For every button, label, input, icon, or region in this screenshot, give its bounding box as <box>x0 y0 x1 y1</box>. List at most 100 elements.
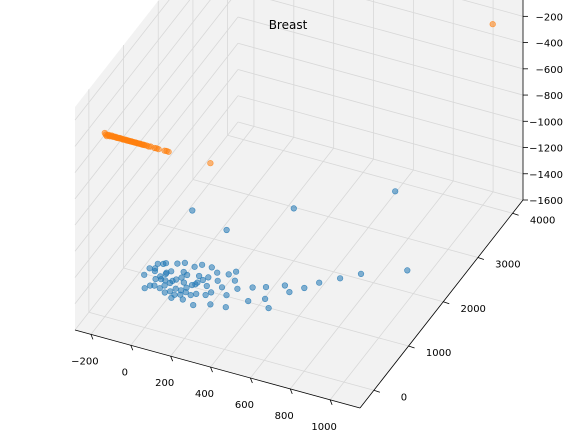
data-point-series-1 <box>225 271 232 278</box>
grid-line-y-floor <box>158 223 444 303</box>
data-point-series-1 <box>203 282 210 290</box>
data-point-series-2 <box>165 148 172 155</box>
data-point-series-1 <box>146 265 153 272</box>
x-tick <box>289 388 293 395</box>
data-point-series-1 <box>337 275 344 282</box>
data-point-series-1 <box>161 282 168 289</box>
data-point-series-1 <box>392 188 399 195</box>
data-point-series-1 <box>183 284 190 291</box>
data-point-series-1 <box>231 277 238 284</box>
x-tick <box>130 345 134 351</box>
data-point-series-1 <box>184 271 191 279</box>
data-point-series-1 <box>171 291 178 298</box>
axis-lines <box>74 0 524 409</box>
floor-pane <box>75 122 523 408</box>
grid-line-x-floor <box>250 169 414 379</box>
data-point-series-1 <box>154 260 161 267</box>
z-tick-label: −400 <box>536 39 563 50</box>
y-tick-label: 4000 <box>530 215 555 226</box>
data-point-series-1 <box>286 289 293 296</box>
y-tick <box>408 345 415 349</box>
data-point-series-1 <box>141 285 148 292</box>
y-tick-label: 2000 <box>460 304 485 315</box>
grid-line-z-side <box>74 0 211 173</box>
x-tick <box>250 377 253 384</box>
data-point-series-1 <box>190 302 197 309</box>
data-point-series-1 <box>223 292 230 299</box>
data-point-series-1 <box>223 226 230 234</box>
data-point-series-1 <box>199 261 206 268</box>
data-point-series-1 <box>199 276 206 284</box>
x-tick-label: 800 <box>275 411 294 422</box>
grid-line-x-floor <box>329 191 494 401</box>
data-point-series-1 <box>156 285 163 292</box>
data-point-series-1 <box>208 289 215 296</box>
grid-line-z-side <box>74 121 239 331</box>
x-tick-label: 600 <box>235 400 254 411</box>
data-point-series-1 <box>222 304 229 311</box>
data-point-series-1 <box>281 282 289 289</box>
data-point-series-1 <box>218 284 226 291</box>
z-tick-label: −1400 <box>529 170 563 181</box>
z-tick-label: −1200 <box>529 144 563 155</box>
x-tick <box>90 334 94 340</box>
data-point-series-1 <box>162 270 169 278</box>
grid-line-y-floor <box>192 179 479 258</box>
y-tick <box>373 389 380 393</box>
grid-line-z-back <box>461 0 524 17</box>
data-point-series-2 <box>489 21 496 28</box>
data-point-series-1 <box>151 268 158 275</box>
z-tick-label: −200 <box>536 12 563 23</box>
z-tick-label: −1600 <box>529 196 563 207</box>
data-point-series-1 <box>290 205 297 212</box>
x-tick-label: 0 <box>122 367 128 378</box>
grid-line-x-floor <box>170 147 334 357</box>
side-pane <box>75 0 238 330</box>
data-point-series-1 <box>205 274 212 281</box>
data-point-series-1 <box>233 268 240 275</box>
data-point-series-1 <box>189 207 196 214</box>
data-point-series-1 <box>249 284 256 291</box>
data-point-series-1 <box>168 268 175 275</box>
data-point-series-1 <box>178 274 185 281</box>
data-point-series-1 <box>191 263 198 270</box>
data-point-series-1 <box>404 267 411 274</box>
data-point-series-1 <box>262 295 269 303</box>
x-tick-label: 1000 <box>311 422 336 432</box>
data-point-series-1 <box>196 272 203 280</box>
data-point-series-1 <box>193 290 200 298</box>
data-point-series-1 <box>194 279 201 286</box>
data-point-series-1 <box>151 282 158 289</box>
data-point-series-1 <box>214 269 221 276</box>
grid-line-z-back <box>270 0 524 70</box>
grid-line-z-back <box>365 0 524 43</box>
grid-line-z-back <box>237 42 524 122</box>
chart-title: Breast <box>269 18 308 32</box>
data-point-series-1 <box>161 289 168 296</box>
data-point-series-1 <box>157 273 164 280</box>
data-point-series-2 <box>207 160 214 167</box>
data-point-series-1 <box>301 284 308 292</box>
grid-line-z-side <box>74 0 170 121</box>
data-point-series-1 <box>207 301 214 308</box>
tick-labels: −20002004006008001000010002000300040000−… <box>71 12 563 432</box>
data-point-series-1 <box>172 285 179 292</box>
grid-line-x-floor <box>90 126 255 335</box>
grid-line-z-back <box>237 95 524 175</box>
data-point-series-1 <box>181 259 188 267</box>
data-point-series-1 <box>141 271 148 278</box>
data-point-series-1 <box>166 279 174 287</box>
data-point-series-1 <box>187 292 194 299</box>
data-point-series-1 <box>208 264 215 271</box>
grid-line-z-side <box>74 0 191 147</box>
y-axis-line <box>359 199 524 409</box>
x-tick-label: −200 <box>71 356 98 367</box>
grid-line-x-floor <box>210 158 374 368</box>
y-tick-label: 1000 <box>426 348 451 359</box>
grid-line-z-side <box>74 95 239 305</box>
data-point-series-1 <box>160 260 167 268</box>
data-point-series-1 <box>180 279 187 286</box>
tick-marks <box>90 15 528 405</box>
data-point-series-1 <box>173 276 180 283</box>
x-axis-line <box>74 329 361 409</box>
